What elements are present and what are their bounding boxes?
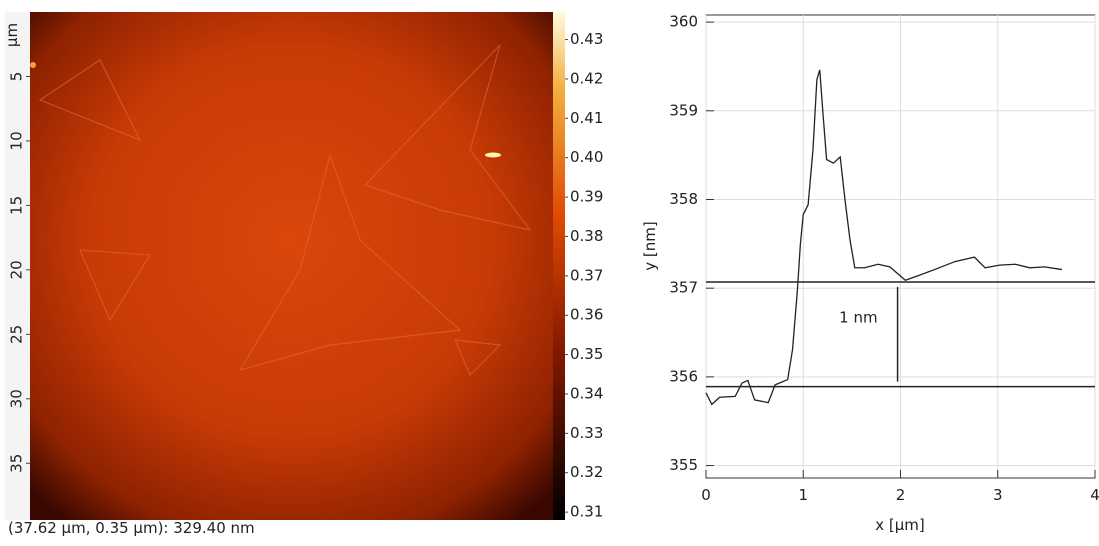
y-tick-label: 356 <box>669 367 698 385</box>
image-tick-label: 5 <box>8 72 26 82</box>
afm-image <box>30 12 553 520</box>
image-tick-label: 15 <box>8 196 26 215</box>
y-axis-label: y [nm] <box>641 221 659 270</box>
x-tick-label: 3 <box>993 486 1003 504</box>
colorbar-tick-label: 0.40 <box>570 148 603 166</box>
colorbar-tick-label: 0.41 <box>570 109 603 127</box>
y-tick-label: 359 <box>669 101 698 119</box>
particle <box>30 62 36 68</box>
x-tick-label: 4 <box>1090 486 1099 504</box>
image-tick-label: 20 <box>8 260 26 279</box>
colorbar-tick-label: 0.43 <box>570 30 603 48</box>
image-tick-label: 30 <box>8 389 26 408</box>
colorbar-tick-label: 0.38 <box>570 227 603 245</box>
y-tick-label: 355 <box>669 456 698 474</box>
colorbar-tick-label: 0.33 <box>570 424 603 442</box>
image-tick-label: 10 <box>8 131 26 150</box>
x-axis-label: x [µm] <box>875 516 925 534</box>
x-tick-label: 0 <box>701 486 711 504</box>
flake-outlines <box>38 44 532 377</box>
colorbar-tick-label: 0.37 <box>570 266 603 284</box>
colorbar-tick-label: 0.36 <box>570 306 603 324</box>
profile-line <box>705 69 1063 406</box>
colorbar-tick-label: 0.42 <box>570 69 603 87</box>
colorbar-tick-label: 0.34 <box>570 384 603 402</box>
image-axis <box>5 12 30 520</box>
colorbar <box>553 12 565 520</box>
image-tick-label: 35 <box>8 454 26 473</box>
y-tick-label: 358 <box>669 190 698 208</box>
annotation: 1 nm <box>839 308 877 326</box>
colorbar-tick-label: 0.35 <box>570 345 603 363</box>
image-tick-label: 25 <box>8 325 26 344</box>
x-tick-label: 1 <box>798 486 808 504</box>
status-bar: (37.62 µm, 0.35 µm): 329.40 nm <box>8 519 255 537</box>
colorbar-tick-label: 0.31 <box>570 503 603 521</box>
particle <box>485 152 501 158</box>
y-tick-label: 357 <box>669 279 698 297</box>
x-tick-label: 2 <box>896 486 906 504</box>
y-tick-label: 360 <box>669 13 698 31</box>
colorbar-tick-label: 0.39 <box>570 188 603 206</box>
image-axis-label: µm <box>3 23 21 47</box>
colorbar-tick-label: 0.32 <box>570 463 603 481</box>
